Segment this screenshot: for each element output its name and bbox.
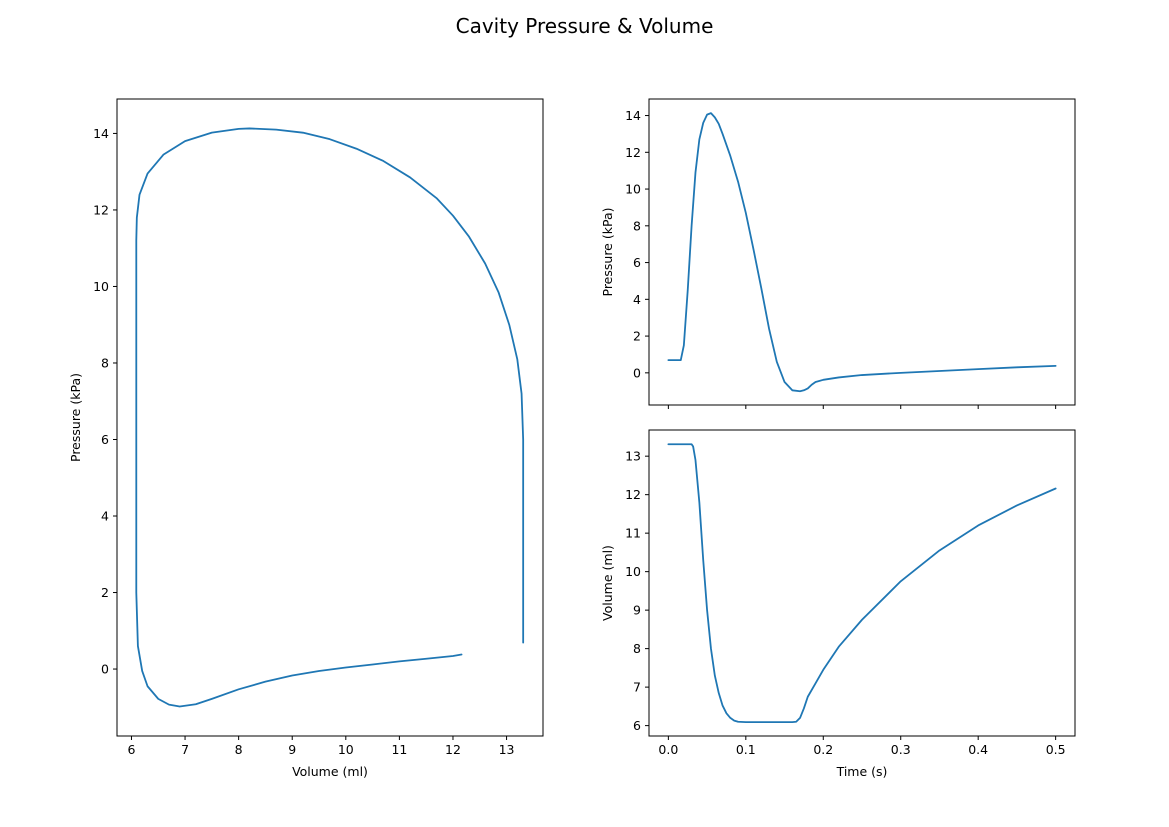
volume_time-y-tick-label: 6 [633, 718, 641, 733]
pressure_time-y-tick-label: 0 [633, 365, 641, 380]
pressure_time-series-line-0 [667, 112, 1057, 393]
volume_time-x-tick-label: 0.4 [968, 742, 988, 757]
volume-time-panel: 0.0 0.1 0.2 0.3 0.4 0.5 6 7 8 9 10 11 12 13 Time (s) Vo… [600, 429, 1076, 779]
volume_time-x-tick-label: 0.0 [658, 742, 678, 757]
volume_time-x-axis-label: Time (s) [836, 764, 888, 779]
pv_loop-x-tick-label: 13 [499, 742, 515, 757]
volume_time-x-tick-label: 0.3 [891, 742, 911, 757]
volume_time-y-tick-label: 8 [633, 641, 641, 656]
pv_loop-y-tick-label: 14 [93, 126, 109, 141]
pressure_time-y-axis-label: Pressure (kPa) [600, 208, 615, 297]
pv_loop-y-axis-label: Pressure (kPa) [68, 373, 83, 462]
pressure_time-y-tick-label: 12 [625, 145, 641, 160]
pressure_time-y-tick-label: 6 [633, 255, 641, 270]
pv_loop-y-tick-label: 10 [93, 279, 109, 294]
pv_loop-x-tick-label: 6 [127, 742, 135, 757]
volume_time-axes-frame [648, 429, 1076, 737]
pv_loop-y-tick-label: 12 [93, 202, 109, 217]
pv_loop-x-tick-label: 7 [181, 742, 189, 757]
pressure_time-y-tick-label: 4 [633, 292, 641, 307]
pv_loop-x-tick-label: 11 [391, 742, 407, 757]
volume_time-y-tick-label: 9 [633, 603, 641, 618]
pressure_time-y-tick-label: 14 [625, 108, 641, 123]
pv-loop-panel: 6 7 8 9 10 11 12 13 0 2 4 6 8 10 12 14 Volume (ml) Pressu… [68, 98, 544, 779]
pv_loop-y-tick-label: 2 [101, 585, 109, 600]
pressure_time-axes-frame [648, 98, 1076, 406]
pv_loop-x-tick-label: 12 [445, 742, 461, 757]
pv_loop-axes-frame [116, 98, 544, 737]
pressure_time-y-tick-label: 2 [633, 329, 641, 344]
pv_loop-y-tick-label: 8 [101, 355, 109, 370]
figure-title: Cavity Pressure & Volume [456, 14, 714, 38]
pv_loop-y-tick-label: 6 [101, 432, 109, 447]
pv_loop-series-line-0 [135, 127, 525, 708]
volume_time-series-line-0 [667, 443, 1057, 724]
pv_loop-x-tick-label: 8 [235, 742, 243, 757]
pressure_time-y-tick-label: 8 [633, 218, 641, 233]
volume_time-x-tick-label: 0.2 [813, 742, 833, 757]
volume_time-y-axis-label: Volume (ml) [600, 545, 615, 621]
volume_time-y-tick-label: 10 [625, 564, 641, 579]
pv_loop-y-tick-label: 0 [101, 662, 109, 677]
volume_time-y-tick-label: 7 [633, 680, 641, 695]
pv_loop-x-tick-label: 9 [288, 742, 296, 757]
pressure-time-panel: 0 2 4 6 8 10 12 14 Pressure (kPa) [600, 98, 1076, 409]
pv_loop-x-tick-label: 10 [338, 742, 354, 757]
volume_time-y-tick-label: 11 [625, 526, 641, 541]
pressure_time-y-tick-label: 10 [625, 182, 641, 197]
pv_loop-x-axis-label: Volume (ml) [292, 764, 368, 779]
volume_time-x-tick-label: 0.5 [1046, 742, 1066, 757]
volume_time-x-tick-label: 0.1 [736, 742, 756, 757]
volume_time-y-tick-label: 13 [625, 449, 641, 464]
pv_loop-y-tick-label: 4 [101, 509, 109, 524]
volume_time-y-tick-label: 12 [625, 487, 641, 502]
